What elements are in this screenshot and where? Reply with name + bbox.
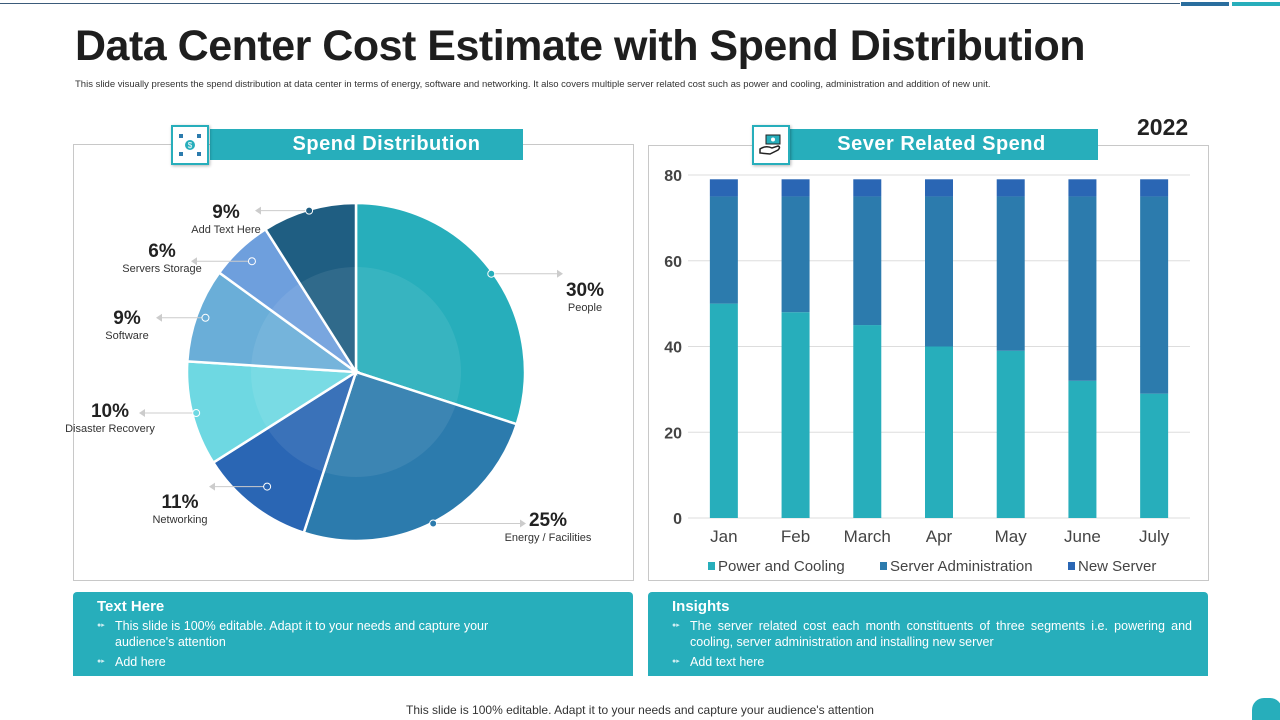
legend-swatch: [1068, 562, 1075, 570]
pie-slice: [186, 270, 361, 374]
bar-segment: [996, 179, 1025, 197]
callout-arrow: [191, 257, 197, 266]
slice-name-label: Disaster Recovery: [65, 423, 155, 435]
slice-name-label: People: [568, 302, 602, 314]
callout-arrow: [139, 409, 145, 418]
bar-segment: [1140, 196, 1169, 394]
callout-arrow: [255, 206, 261, 215]
insights-box: Insights The server related cost each mo…: [648, 592, 1208, 676]
slice-percent-label: 6%: [148, 241, 176, 262]
callout-dot: [201, 313, 210, 322]
footer-note: This slide is 100% editable. Adapt it to…: [406, 703, 874, 717]
bar-segment: [781, 196, 810, 313]
server-spend-title: Sever Related Spend: [785, 129, 1098, 160]
bar-segment: [853, 196, 882, 326]
bar-segment: [925, 346, 953, 518]
slice-percent-label: 11%: [162, 492, 199, 513]
y-tick-label: 80: [664, 168, 682, 185]
bar-segment: [781, 179, 810, 197]
bar-segment: [853, 325, 882, 518]
x-tick-label: May: [995, 527, 1028, 546]
x-tick-label: June: [1064, 527, 1101, 546]
y-tick-label: 0: [673, 511, 682, 528]
pie-slice: [211, 369, 359, 535]
accent-bar: [1181, 2, 1229, 6]
money-hand-icon: [752, 125, 790, 165]
callout-dot: [305, 206, 314, 215]
bar-segment: [853, 179, 882, 197]
svg-text:$: $: [188, 141, 193, 150]
bar-segment: [709, 196, 738, 304]
legend-swatch: [880, 562, 887, 570]
spend-distribution-title: Spend Distribution: [210, 129, 523, 160]
bar-segment: [996, 350, 1025, 518]
page-subtitle: This slide visually presents the spend d…: [75, 79, 991, 90]
legend-label: New Server: [1078, 558, 1156, 575]
cloud-icon: [1252, 698, 1280, 720]
callout-dot: [192, 409, 201, 418]
slice-name-label: Energy / Facilities: [505, 532, 592, 544]
legend-swatch: [708, 562, 715, 570]
callout-arrow: [557, 269, 563, 278]
y-tick-label: 40: [664, 340, 682, 357]
bar-segment: [996, 196, 1025, 351]
slice-percent-label: 9%: [212, 202, 240, 223]
slice-percent-label: 10%: [91, 401, 129, 422]
callout-dot: [429, 519, 438, 528]
slice-name-label: Add Text Here: [191, 224, 261, 236]
insights-item: Add text here: [672, 654, 1208, 670]
callout-dot: [487, 269, 496, 278]
legend-label: Server Administration: [890, 558, 1033, 575]
dollar-network-icon: $: [171, 125, 209, 165]
x-tick-label: March: [844, 527, 891, 546]
callout-arrow: [520, 519, 526, 528]
accent-bar: [1232, 2, 1280, 6]
slice-name-label: Servers Storage: [122, 263, 201, 275]
x-tick-label: Feb: [781, 527, 810, 546]
slice-percent-label: 25%: [529, 510, 567, 531]
top-rule: [0, 3, 1180, 4]
bar-segment: [1140, 393, 1169, 518]
callout-dot: [263, 482, 272, 491]
bar-segment: [1140, 179, 1169, 197]
callout-arrow: [156, 313, 162, 322]
x-tick-label: July: [1139, 527, 1170, 546]
callout-dot: [247, 257, 256, 266]
slice-percent-label: 9%: [113, 308, 141, 329]
pie-inner-highlight: [251, 267, 461, 477]
text-box-title: Text Here: [97, 598, 165, 615]
bar-segment: [709, 179, 738, 197]
slice-name-label: Networking: [152, 514, 207, 526]
x-tick-label: Apr: [926, 527, 953, 546]
pie-slice: [185, 360, 360, 465]
text-box-item: This slide is 100% editable. Adapt it to…: [97, 618, 537, 650]
year-label: 2022: [1137, 114, 1189, 140]
text-box-item: Add here: [97, 654, 633, 670]
text-here-box: Text Here This slide is 100% editable. A…: [73, 592, 633, 676]
bar-segment: [1068, 179, 1097, 197]
page-title: Data Center Cost Estimate with Spend Dis…: [75, 22, 1086, 70]
y-tick-label: 20: [664, 425, 682, 442]
bar-segment: [925, 179, 953, 197]
callout-arrow: [209, 482, 215, 491]
legend-label: Power and Cooling: [718, 558, 845, 575]
bar-segment: [1068, 380, 1097, 518]
bar-segment: [709, 303, 738, 518]
x-tick-label: Jan: [710, 527, 737, 546]
bar-segment: [1068, 196, 1097, 381]
insights-title: Insights: [672, 598, 730, 615]
slice-percent-label: 30%: [566, 280, 604, 301]
insights-item: The server related cost each month const…: [672, 618, 1192, 650]
bar-segment: [781, 312, 810, 518]
slice-name-label: Software: [105, 330, 148, 342]
bar-segment: [925, 196, 953, 347]
y-tick-label: 60: [664, 254, 682, 271]
